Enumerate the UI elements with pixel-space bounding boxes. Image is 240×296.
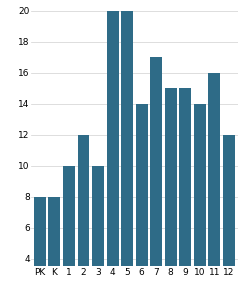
Bar: [92, 166, 104, 296]
Bar: [136, 104, 148, 296]
Bar: [121, 11, 133, 296]
Bar: [194, 104, 206, 296]
Bar: [107, 11, 119, 296]
Bar: [78, 135, 90, 296]
Bar: [150, 57, 162, 296]
Bar: [179, 88, 191, 296]
Bar: [48, 197, 60, 296]
Bar: [223, 135, 235, 296]
Bar: [165, 88, 177, 296]
Bar: [63, 166, 75, 296]
Bar: [34, 197, 46, 296]
Bar: [208, 73, 220, 296]
